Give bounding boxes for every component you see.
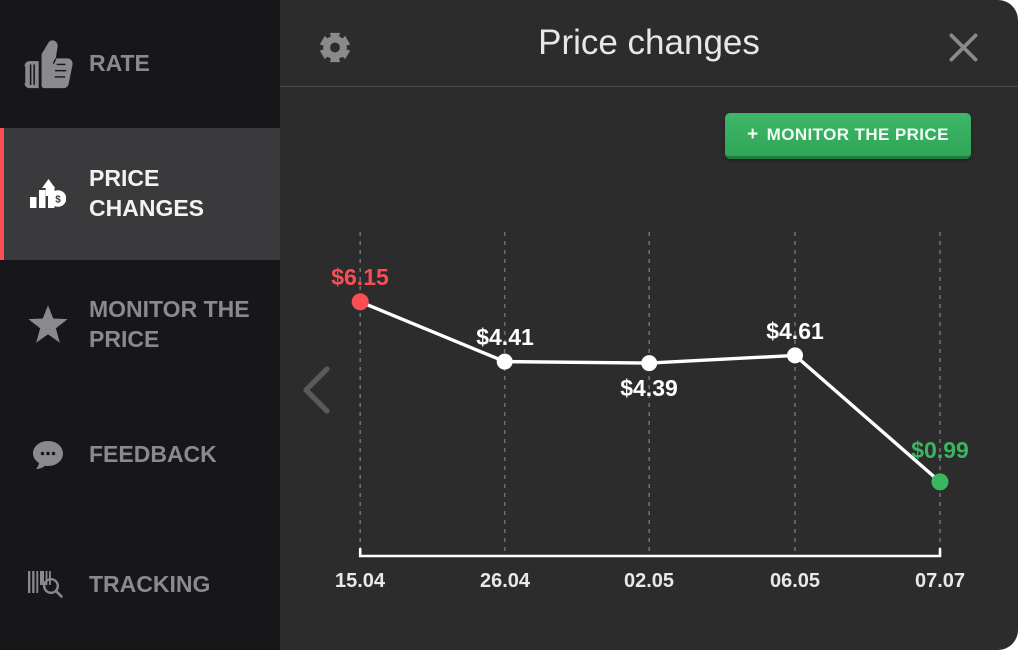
svg-text:$: $ [55, 194, 61, 205]
